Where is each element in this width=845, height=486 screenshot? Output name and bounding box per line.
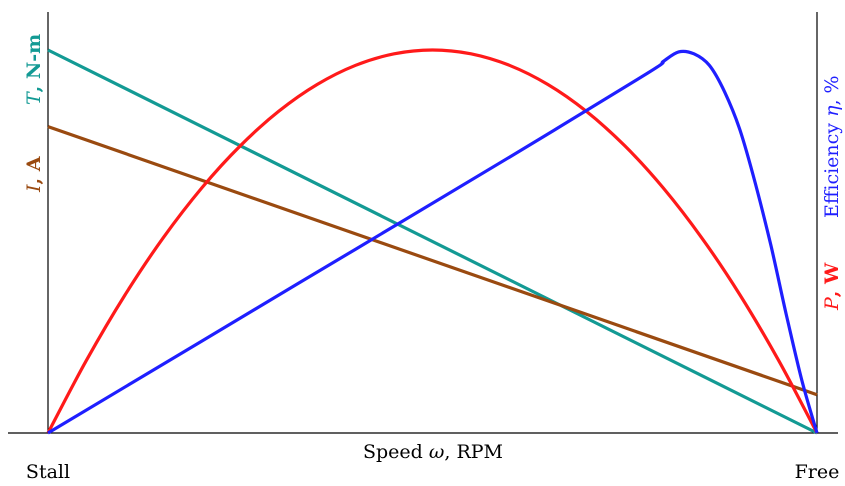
- x-axis-title-symbol: ω: [429, 441, 445, 463]
- x-axis-comma: ,: [444, 441, 456, 463]
- left-axis-label-torque: T, N-m: [23, 34, 45, 105]
- x-axis-title: Speed ω, RPM: [363, 441, 503, 463]
- torque-unit: N-m: [23, 34, 45, 79]
- efficiency-comma: ,: [821, 93, 843, 105]
- x-tick-free: Free: [795, 461, 840, 483]
- efficiency-unit: %: [821, 75, 843, 93]
- current-unit: A: [23, 156, 45, 172]
- x-axis-title-unit: RPM: [456, 441, 503, 463]
- torque-comma: ,: [23, 79, 45, 92]
- efficiency-curve: [47, 49, 819, 435]
- x-tick-stall: Stall: [26, 461, 70, 483]
- power-comma: ,: [821, 284, 843, 297]
- right-axis-label-efficiency: Efficiency η, %: [821, 75, 843, 218]
- current-comma: ,: [23, 171, 45, 184]
- torque-line: [47, 48, 818, 435]
- right-axis-label-power: P, W: [821, 262, 843, 311]
- current-symbol: I: [23, 184, 45, 193]
- power-curve: [46, 48, 819, 434]
- power-symbol: P: [821, 296, 843, 311]
- efficiency-prefix: Efficiency: [821, 123, 843, 218]
- current-line: [47, 125, 818, 397]
- left-axis-label-current: I, A: [23, 156, 45, 193]
- power-unit: W: [821, 262, 843, 285]
- x-axis-title-text: Speed: [363, 441, 423, 463]
- efficiency-symbol: η: [821, 105, 843, 117]
- torque-symbol: T: [23, 91, 45, 105]
